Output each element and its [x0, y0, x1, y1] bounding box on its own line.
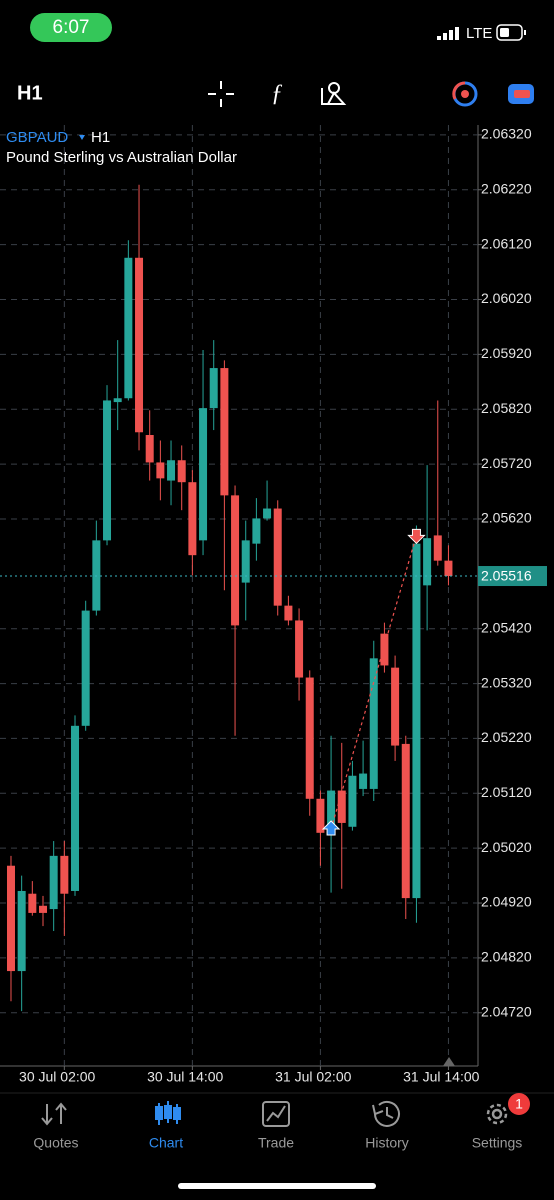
- chart: 2.06320 2.06220 2.06120 2.06020 2.05920 2.058…: [0, 125, 547, 1085]
- tab-label[interactable]: Trade: [258, 1135, 294, 1151]
- y-tick-label: 2.04920: [481, 894, 532, 910]
- candle-body: [124, 257, 133, 399]
- x-tick-label: 31 Jul 14:00: [403, 1069, 479, 1085]
- y-tick-label: 2.04820: [481, 949, 532, 965]
- current-price-label: 2.05516: [481, 568, 532, 584]
- time-pill: [30, 13, 112, 42]
- candle-body: [177, 460, 186, 483]
- tab-label[interactable]: Settings: [472, 1135, 523, 1151]
- candle-body: [113, 398, 122, 403]
- candle-body: [188, 482, 197, 556]
- candle-body: [60, 855, 69, 894]
- y-tick-label: 2.06320: [481, 126, 532, 142]
- y-tick-label: 2.06120: [481, 235, 532, 251]
- settings-badge: [508, 1093, 530, 1115]
- candle-body: [412, 543, 421, 899]
- x-tick-label: 30 Jul 14:00: [147, 1069, 223, 1085]
- y-tick-label: 2.05020: [481, 839, 532, 855]
- candle-body: [135, 257, 144, 433]
- candle-body: [38, 905, 47, 913]
- symbol-label[interactable]: GBPAUD: [6, 129, 68, 146]
- tab-label[interactable]: History: [365, 1135, 409, 1151]
- candle-body: [103, 400, 112, 541]
- candle-body: [17, 890, 26, 972]
- chart-timeframe: H1: [91, 129, 110, 146]
- candle-body: [220, 368, 229, 496]
- home-indicator: [178, 1183, 376, 1189]
- candle-body: [348, 775, 357, 827]
- y-tick-label: 2.05920: [481, 345, 532, 361]
- candle-body: [273, 508, 282, 606]
- chart-icon: [155, 1101, 181, 1125]
- candle-body: [252, 518, 261, 544]
- quotes-icon: [41, 1102, 67, 1126]
- chart-shift-marker: [443, 1057, 455, 1066]
- window-button[interactable]: [508, 84, 534, 104]
- candle-body: [359, 773, 368, 789]
- candle-body: [391, 667, 400, 746]
- buy-marker: [321, 820, 341, 836]
- timeframe-button[interactable]: H1: [17, 82, 43, 104]
- trade-icon: [262, 1101, 290, 1127]
- signal-icon: [437, 27, 459, 40]
- settings-badge-count: 1: [515, 1096, 523, 1112]
- y-tick-label: 2.05120: [481, 784, 532, 800]
- candle-body: [145, 435, 154, 463]
- candle-body: [156, 462, 165, 479]
- candle-body: [81, 610, 90, 726]
- trade-button[interactable]: [452, 81, 478, 107]
- candle-body: [444, 560, 453, 577]
- tab-label[interactable]: Chart: [149, 1135, 183, 1151]
- candle-body: [231, 495, 240, 626]
- current-price-box: [478, 566, 547, 587]
- symbol-description: Pound Sterling vs Australian Dollar: [6, 149, 237, 166]
- candle-body: [316, 798, 325, 833]
- candle-body: [92, 540, 101, 611]
- x-tick-label: 31 Jul 02:00: [275, 1069, 351, 1085]
- status-time: 6:07: [53, 17, 90, 38]
- y-tick-label: 2.05220: [481, 729, 532, 745]
- objects-button[interactable]: [321, 82, 347, 105]
- y-tick-label: 2.06220: [481, 180, 532, 196]
- candle-body: [284, 605, 293, 621]
- symbol-dropdown[interactable]: [79, 135, 85, 140]
- candle-body: [263, 508, 272, 519]
- candle-body: [71, 725, 80, 891]
- candle-body: [305, 677, 314, 799]
- y-tick-label: 2.05320: [481, 674, 532, 690]
- candle-body: [369, 658, 378, 789]
- candle-body: [199, 408, 208, 541]
- candle-body: [401, 743, 410, 899]
- sell-marker: [407, 528, 426, 545]
- y-tick-label: 2.04720: [481, 1003, 532, 1019]
- battery-icon: [496, 24, 526, 41]
- candle-body: [167, 460, 176, 481]
- crosshair-button[interactable]: [208, 81, 234, 107]
- indicators-button[interactable]: ƒ: [271, 81, 283, 107]
- candle-body: [337, 790, 346, 823]
- candle-body: [433, 535, 442, 561]
- candle-body: [380, 633, 389, 666]
- candle-body: [327, 790, 336, 833]
- history-icon: [372, 1100, 400, 1127]
- candle-body: [6, 865, 15, 972]
- y-tick-label: 2.05420: [481, 619, 532, 635]
- y-tick-label: 2.05720: [481, 455, 532, 471]
- trade-line: [330, 535, 418, 830]
- y-tick-label: 2.05820: [481, 400, 532, 416]
- network-label: LTE: [466, 25, 492, 42]
- candle-body: [49, 855, 58, 910]
- candle-body: [209, 368, 218, 409]
- candle-body: [295, 620, 304, 678]
- candle-body: [28, 893, 37, 913]
- tab-label[interactable]: Quotes: [33, 1135, 78, 1151]
- candle-body: [423, 538, 432, 586]
- candle-body: [241, 540, 250, 583]
- y-tick-label: 2.05620: [481, 510, 532, 526]
- settings-icon: [486, 1103, 508, 1125]
- x-tick-label: 30 Jul 02:00: [19, 1069, 95, 1085]
- y-tick-label: 2.06020: [481, 290, 532, 306]
